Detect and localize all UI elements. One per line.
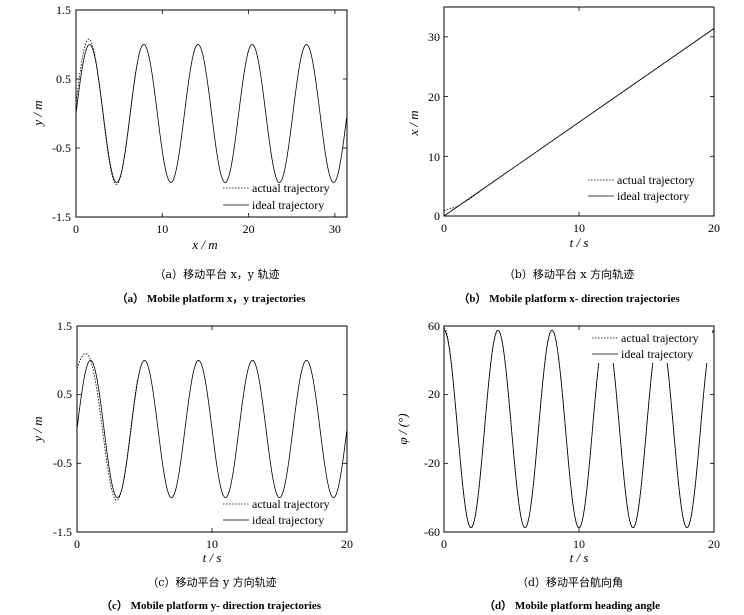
panel-d-y-tick-label: -60 [424, 525, 440, 539]
panel-a-caption-en: （a） Mobile platform x，y trajectories [117, 292, 306, 305]
panel-a-y-tick-labels: 1.5 0.5 -0.5 -1.5 [52, 3, 71, 224]
panel-a-y-tick-label: -1.5 [52, 210, 71, 224]
panel-c-y-axis-label: y / m [30, 416, 45, 443]
panel-a-y-tick-label: 1.5 [56, 3, 71, 17]
panel-d-x-tick-label: 0 [441, 537, 447, 551]
panel-d-legend-actual-label: actual trajectory [621, 331, 699, 345]
panel-c-x-tick-label: 10 [206, 537, 218, 551]
panel-b-x-tick-label: 20 [708, 221, 720, 235]
panel-d-y-tick-labels: 60 20 -20 -60 [424, 319, 440, 539]
panel-b-x-tick-label: 0 [441, 221, 447, 235]
panel-a-x-tick-label: 30 [329, 222, 341, 236]
panel-c-x-axis-label: t / s [203, 550, 222, 565]
panel-d-y-tick-label: 20 [428, 387, 440, 401]
panel-d-x-tick-label: 10 [573, 537, 585, 551]
panel-a-y-axis-label: y / m [30, 100, 45, 127]
panel-d-caption-en: （d） Mobile platform heading angle [484, 599, 660, 612]
panel-b-y-tick-labels: 0 10 20 30 [428, 30, 440, 223]
panel-a-legend: actual trajectory ideal trajectory [223, 181, 330, 212]
panel-a-x-tick-label: 20 [243, 222, 255, 236]
panel-d: 0 10 20 60 20 -20 -60 t / s φ / (°) actu… [395, 319, 720, 612]
panel-c-y-tick-label: 1.5 [57, 319, 72, 333]
panel-a-x-axis-label: x / m [191, 237, 217, 252]
panel-c-x-tick-labels: 0 10 20 [74, 537, 353, 551]
panel-b-y-axis-label: x / m [406, 110, 421, 136]
panel-c-legend-actual-label: actual trajectory [252, 497, 330, 511]
panel-d-legend-ideal-label: ideal trajectory [621, 347, 693, 361]
panel-a-actual-trajectory-line [75, 38, 137, 185]
panel-d-actual-heading-line [443, 327, 714, 529]
panel-d-caption-cn: （d）移动平台航向角 [517, 575, 623, 589]
panel-b: 0 10 20 0 10 20 30 t / s x / m actual tr… [406, 6, 720, 305]
panel-b-x-axis-label: t / s [570, 235, 589, 250]
panel-a-legend-ideal-label: ideal trajectory [252, 198, 324, 212]
panel-d-y-axis-label: φ / (°) [395, 413, 410, 444]
panel-c-y-tick-label: -1.5 [53, 525, 72, 539]
panel-b-ticks [443, 7, 715, 217]
panel-c-ticks [76, 325, 348, 533]
panel-b-x-tick-labels: 0 10 20 [441, 221, 720, 235]
panel-c-caption-cn: （c）移动平台 y 方向轨迹 [147, 575, 276, 589]
panel-d-y-tick-label: 60 [428, 319, 440, 333]
panel-a-x-tick-labels: 0 10 20 30 [73, 222, 341, 236]
panel-d-x-axis-label: t / s [570, 550, 589, 565]
panel-c-y-tick-label: -0.5 [53, 456, 72, 470]
panel-b-legend-actual-label: actual trajectory [617, 173, 695, 187]
panel-a-legend-actual-label: actual trajectory [252, 181, 330, 195]
panel-b-x-tick-label: 10 [573, 221, 585, 235]
panel-c-x-tick-label: 20 [341, 537, 353, 551]
panel-c-x-tick-label: 0 [74, 537, 80, 551]
panel-b-actual-trajectory-line [443, 28, 715, 212]
panel-c-y-tick-label: 0.5 [57, 387, 72, 401]
panel-b-legend-ideal-label: ideal trajectory [617, 189, 689, 203]
panel-c-legend: actual trajectory ideal trajectory [223, 497, 330, 527]
panel-c-caption-en: （c） Mobile platform y- direction traject… [101, 599, 322, 612]
panel-a-y-tick-label: 0.5 [56, 72, 71, 86]
panel-b-y-tick-label: 10 [428, 150, 440, 164]
panel-d-x-tick-label: 20 [708, 537, 720, 551]
panel-b-caption-en: （b） Mobile platform x- direction traject… [458, 292, 680, 305]
panel-a-ideal-trajectory-line [75, 44, 347, 183]
panel-a-x-tick-label: 10 [156, 222, 168, 236]
panel-c-actual-trajectory-line [76, 353, 138, 501]
panel-a-ticks [75, 9, 347, 218]
panel-b-caption-cn: （b）移动平台 x 方向轨迹 [504, 267, 634, 281]
panel-c-ideal-trajectory-line [76, 359, 348, 499]
panel-a-caption-cn: （a）移动平台 x，y 轨迹 [155, 267, 280, 281]
panel-d-legend-background [590, 329, 712, 363]
panel-a-x-tick-label: 0 [73, 222, 79, 236]
panel-d-x-tick-labels: 0 10 20 [441, 537, 720, 551]
panel-a: 0 10 20 30 1.5 0.5 -0.5 -1.5 x / m y / m… [30, 3, 348, 305]
panel-d-ticks [443, 325, 715, 533]
panel-c: 0 10 20 1.5 0.5 -0.5 -1.5 t / s y / m ac… [30, 319, 353, 612]
panel-b-legend: actual trajectory ideal trajectory [588, 173, 695, 203]
panel-d-y-tick-label: -20 [424, 456, 440, 470]
panel-b-y-tick-label: 0 [434, 209, 440, 223]
panel-c-legend-ideal-label: ideal trajectory [252, 513, 324, 527]
panel-b-y-tick-label: 30 [428, 30, 440, 44]
panel-a-y-tick-label: -0.5 [52, 141, 71, 155]
panel-d-legend: actual trajectory ideal trajectory [590, 329, 712, 363]
panel-b-y-tick-label: 20 [428, 90, 440, 104]
panel-c-y-tick-labels: 1.5 0.5 -0.5 -1.5 [53, 319, 72, 539]
